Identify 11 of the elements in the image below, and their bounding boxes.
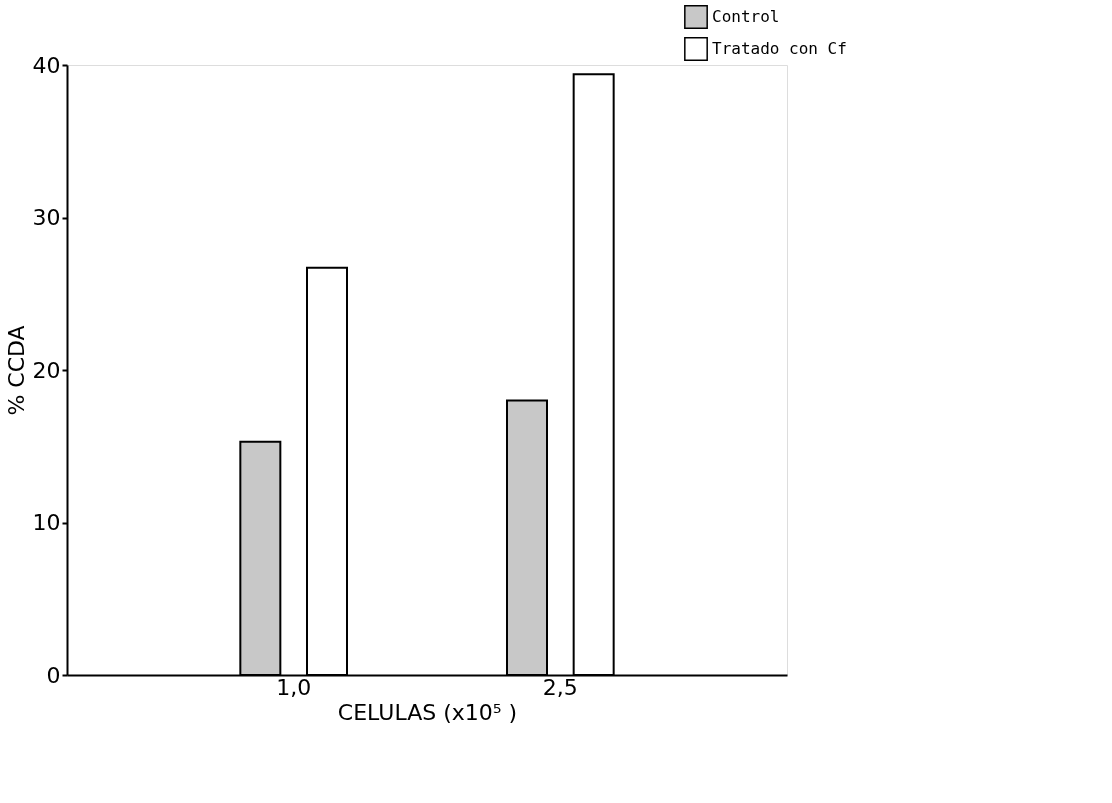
- legend-label: Control: [712, 7, 780, 26]
- y-tick-label: 40: [32, 52, 61, 78]
- y-tick-label: 30: [32, 205, 61, 230]
- y-tick-label: 20: [32, 357, 61, 383]
- y-axis-title: % CCDA: [3, 325, 29, 416]
- y-tick-label: 10: [32, 510, 61, 535]
- x-axis-title: CELULAS (x10⁵ ): [337, 699, 518, 725]
- legend-label: Tratado con Cf: [712, 39, 847, 58]
- x-tick-label: 2,5: [542, 674, 578, 700]
- x-tick-label: 1,0: [276, 674, 312, 700]
- y-tick-label: 0: [46, 662, 61, 688]
